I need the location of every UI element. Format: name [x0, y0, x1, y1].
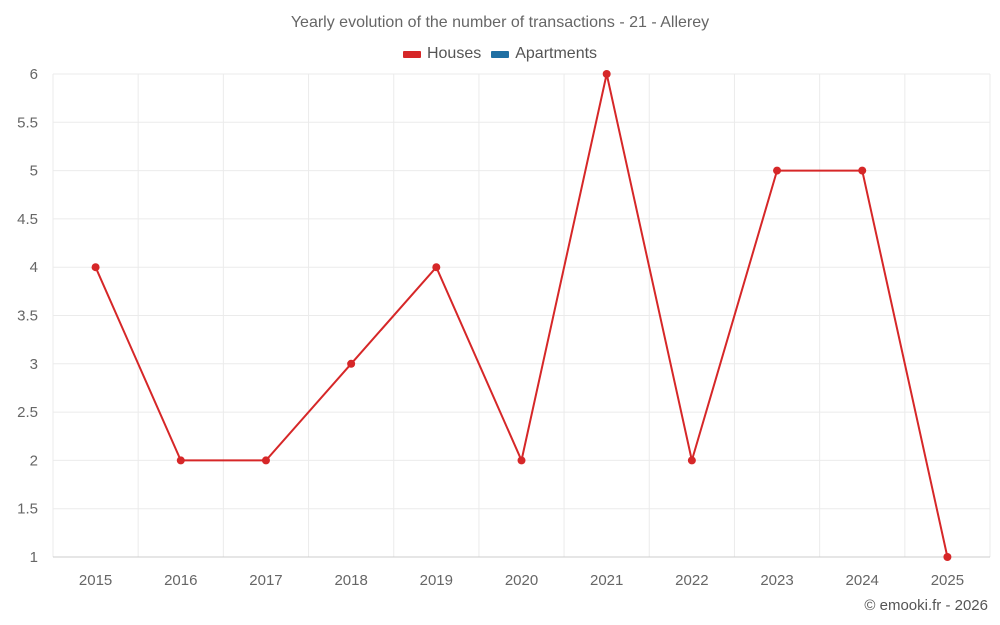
x-tick-label: 2015	[79, 572, 112, 589]
credit-text: © emooki.fr - 2026	[864, 597, 988, 614]
x-tick-label: 2021	[590, 572, 623, 589]
y-tick-label: 3	[30, 356, 38, 373]
legend: Houses Apartments	[0, 45, 1000, 63]
y-tick-label: 5	[30, 163, 38, 180]
x-tick-label: 2017	[249, 572, 282, 589]
data-point-houses-2017[interactable]	[261, 456, 270, 465]
y-tick-label: 1	[30, 549, 38, 566]
chart-title: Yearly evolution of the number of transa…	[290, 14, 710, 31]
data-point-houses-2015[interactable]	[91, 263, 100, 272]
x-tick-label: 2019	[420, 572, 453, 589]
y-tick-label: 4.5	[17, 211, 38, 228]
x-tick-label: 2018	[334, 572, 367, 589]
y-tick-label: 2.5	[17, 404, 38, 421]
legend-item-houses[interactable]: Houses	[402, 45, 482, 63]
x-tick-label: 2025	[931, 572, 964, 589]
series-layer	[91, 70, 952, 561]
y-tick-label: 4	[30, 259, 38, 276]
data-point-houses-2021[interactable]	[602, 70, 611, 78]
y-tick-label: 2	[30, 452, 38, 469]
x-tick-label: 2024	[846, 572, 879, 589]
data-point-houses-2025[interactable]	[943, 553, 952, 561]
data-point-houses-2016[interactable]	[176, 456, 185, 465]
data-point-houses-2024[interactable]	[858, 166, 867, 175]
y-tick-label: 1.5	[17, 501, 38, 518]
axes: 1 1.5 2 2.5 3 3.5 4 4.5 5 5.5 6 2015 2016 2017 2018 201…	[17, 66, 990, 589]
x-tick-label: 2016	[164, 572, 197, 589]
legend-swatch-apartments-icon	[491, 50, 510, 58]
x-tick-label: 2023	[760, 572, 793, 589]
data-point-houses-2023[interactable]	[773, 166, 782, 175]
legend-label-apartments: Apartments	[515, 45, 598, 62]
x-tick-label: 2020	[505, 572, 538, 589]
grid	[52, 73, 991, 558]
data-point-houses-2022[interactable]	[687, 456, 696, 465]
y-tick-label: 5.5	[17, 114, 38, 131]
data-point-houses-2020[interactable]	[517, 456, 526, 465]
legend-label-houses: Houses	[426, 45, 482, 62]
y-tick-label: 6	[30, 66, 38, 83]
data-point-houses-2019[interactable]	[432, 263, 441, 272]
legend-swatch-houses-icon	[402, 50, 421, 58]
y-tick-label: 3.5	[17, 308, 38, 325]
data-point-houses-2018[interactable]	[347, 359, 356, 368]
legend-item-apartments[interactable]: Apartments	[491, 45, 597, 63]
x-tick-label: 2022	[675, 572, 708, 589]
